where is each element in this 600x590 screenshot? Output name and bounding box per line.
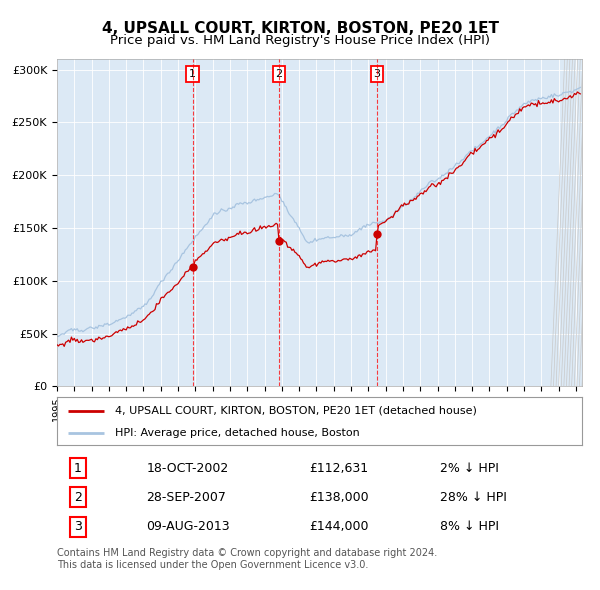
Text: This data is licensed under the Open Government Licence v3.0.: This data is licensed under the Open Gov…: [57, 560, 368, 571]
Text: £112,631: £112,631: [309, 462, 368, 475]
Text: £138,000: £138,000: [309, 490, 368, 503]
Text: HPI: Average price, detached house, Boston: HPI: Average price, detached house, Bost…: [115, 428, 359, 438]
Text: 28-SEP-2007: 28-SEP-2007: [146, 490, 226, 503]
Text: £144,000: £144,000: [309, 520, 368, 533]
Text: 18-OCT-2002: 18-OCT-2002: [146, 462, 229, 475]
Text: 8% ↓ HPI: 8% ↓ HPI: [440, 520, 499, 533]
Text: 1: 1: [74, 462, 82, 475]
Text: 4, UPSALL COURT, KIRTON, BOSTON, PE20 1ET (detached house): 4, UPSALL COURT, KIRTON, BOSTON, PE20 1E…: [115, 405, 476, 415]
Text: Price paid vs. HM Land Registry's House Price Index (HPI): Price paid vs. HM Land Registry's House …: [110, 34, 490, 47]
Text: 1: 1: [189, 69, 196, 78]
Text: 09-AUG-2013: 09-AUG-2013: [146, 520, 230, 533]
Text: 3: 3: [374, 69, 380, 78]
Text: Contains HM Land Registry data © Crown copyright and database right 2024.: Contains HM Land Registry data © Crown c…: [57, 548, 437, 558]
Text: 2: 2: [275, 69, 283, 78]
Text: 28% ↓ HPI: 28% ↓ HPI: [440, 490, 507, 503]
Text: 2% ↓ HPI: 2% ↓ HPI: [440, 462, 499, 475]
Text: 4, UPSALL COURT, KIRTON, BOSTON, PE20 1ET: 4, UPSALL COURT, KIRTON, BOSTON, PE20 1E…: [101, 21, 499, 35]
Text: 2: 2: [74, 490, 82, 503]
Text: 3: 3: [74, 520, 82, 533]
